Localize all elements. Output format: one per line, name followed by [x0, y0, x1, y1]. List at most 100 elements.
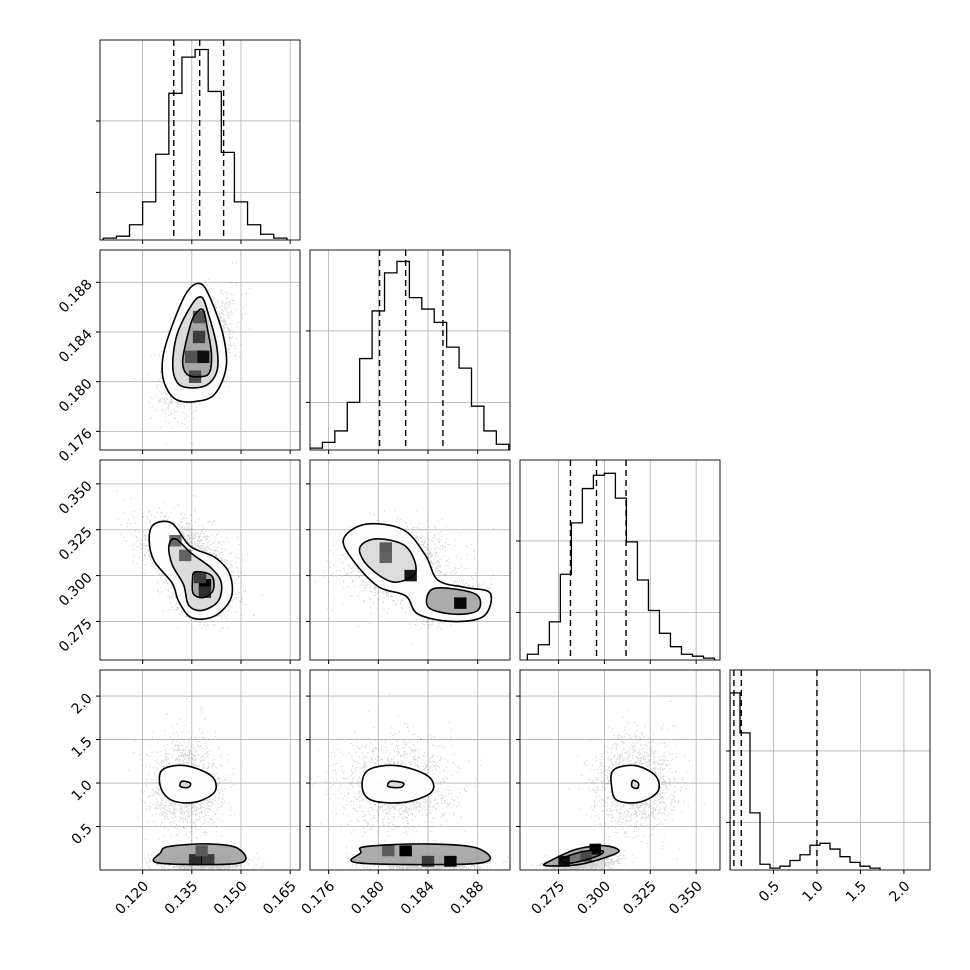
- y-tick-label: 0.184: [56, 326, 96, 366]
- scatter-panel-3-1: [306, 669, 511, 874]
- panel-frame: [99, 669, 301, 871]
- x-tick-label: 1.0: [800, 878, 827, 905]
- histogram-panel-3: [726, 669, 931, 874]
- density-cell: [444, 855, 457, 867]
- contour-line: [342, 522, 493, 623]
- y-tick-label: 0.180: [56, 376, 96, 416]
- density-cell: [197, 350, 210, 364]
- contour-fill: [426, 587, 481, 615]
- x-tick-label: 0.5: [756, 878, 783, 905]
- scatter-panel-3-2: [516, 669, 721, 874]
- density-cell: [379, 551, 392, 563]
- density-cell: [198, 586, 212, 598]
- contour-line: [361, 764, 435, 804]
- y-tick-label: 1.5: [69, 734, 96, 761]
- x-tick-label: 0.184: [398, 878, 438, 918]
- density-cell: [188, 854, 202, 865]
- density-cell: [195, 854, 208, 865]
- x-tick-label: 0.120: [113, 878, 153, 918]
- scatter-body: [531, 700, 705, 870]
- scatter-body: [314, 510, 495, 644]
- density-cell: [558, 855, 570, 867]
- contour-line: [171, 296, 219, 389]
- density-cell: [404, 569, 417, 582]
- y-tick-label: 2.0: [69, 690, 96, 717]
- y-tick-label: 0.300: [56, 570, 96, 610]
- contour-line: [191, 570, 215, 599]
- y-tick-label: 0.350: [56, 478, 96, 518]
- density-cell: [179, 549, 192, 562]
- histogram-body: [310, 250, 510, 450]
- histogram-body: [102, 40, 288, 240]
- scatter-body: [116, 490, 263, 632]
- panel-frame: [519, 459, 721, 661]
- y-tick-label: 1.0: [69, 777, 96, 804]
- density-cell: [193, 571, 207, 584]
- histogram-body: [526, 460, 716, 660]
- density-cell: [421, 855, 435, 867]
- contour-line: [559, 849, 605, 864]
- y-tick-label: 0.5: [69, 821, 96, 848]
- contour-line: [630, 779, 640, 790]
- scatter-panel-1-0: [96, 249, 301, 454]
- x-tick-label: 0.275: [528, 878, 568, 918]
- contour-line: [181, 308, 213, 378]
- panel-frame: [309, 459, 511, 661]
- panel-frame: [99, 249, 301, 451]
- scatter-body: [133, 262, 251, 445]
- panel-frame: [519, 669, 721, 871]
- contour-line: [161, 282, 228, 403]
- histogram-panel-0: [96, 39, 301, 244]
- y-tick-label: 0.188: [56, 277, 96, 317]
- x-tick-label: 0.188: [448, 878, 488, 918]
- density-cell: [379, 542, 392, 554]
- contour-line: [425, 587, 482, 616]
- contour-line: [542, 844, 620, 867]
- histogram-step: [526, 472, 716, 660]
- histogram-step: [310, 260, 510, 450]
- histogram-step: [730, 692, 881, 870]
- histogram-panel-1: [306, 249, 511, 454]
- x-tick-label: 0.325: [620, 878, 660, 918]
- contour-line: [610, 764, 661, 804]
- density-cell: [195, 845, 208, 857]
- x-tick-label: 0.135: [162, 878, 202, 918]
- contour-line: [148, 520, 234, 620]
- density-cell: [580, 850, 592, 862]
- scatter-panel-2-0: [96, 459, 301, 664]
- scatter-panel-3-0: [96, 669, 301, 874]
- x-tick-label: 0.350: [666, 878, 706, 918]
- density-cell: [192, 330, 206, 344]
- density-cell: [198, 579, 212, 591]
- scatter-body: [310, 693, 510, 870]
- x-tick-label: 2.0: [886, 878, 913, 905]
- x-tick-label: 0.150: [211, 878, 251, 918]
- scatter-panel-2-1: [306, 459, 511, 664]
- panel-frame: [309, 249, 511, 451]
- panel-frame: [99, 459, 301, 661]
- y-tick-label: 0.176: [56, 426, 96, 466]
- y-tick-label: 0.275: [56, 616, 96, 656]
- x-tick-label: 0.180: [348, 878, 388, 918]
- contour-line: [167, 537, 223, 612]
- density-cell: [399, 845, 412, 857]
- contour-line: [350, 843, 492, 866]
- contour-line: [179, 780, 192, 789]
- y-tick-label: 0.325: [56, 524, 96, 564]
- histogram-panel-2: [516, 459, 721, 664]
- histogram-step: [102, 48, 288, 240]
- panel-frame: [99, 39, 301, 241]
- density-cell: [185, 350, 198, 364]
- x-tick-label: 0.176: [299, 878, 339, 918]
- contour-line: [386, 780, 405, 789]
- contour-line: [158, 764, 218, 804]
- density-cell: [202, 854, 215, 865]
- x-tick-label: 0.300: [574, 878, 614, 918]
- x-tick-label: 0.165: [260, 878, 300, 918]
- contour-line: [358, 538, 417, 583]
- x-tick-label: 1.5: [843, 878, 870, 905]
- histogram-body: [730, 670, 881, 870]
- density-cell: [169, 535, 182, 547]
- contour-line: [152, 843, 247, 866]
